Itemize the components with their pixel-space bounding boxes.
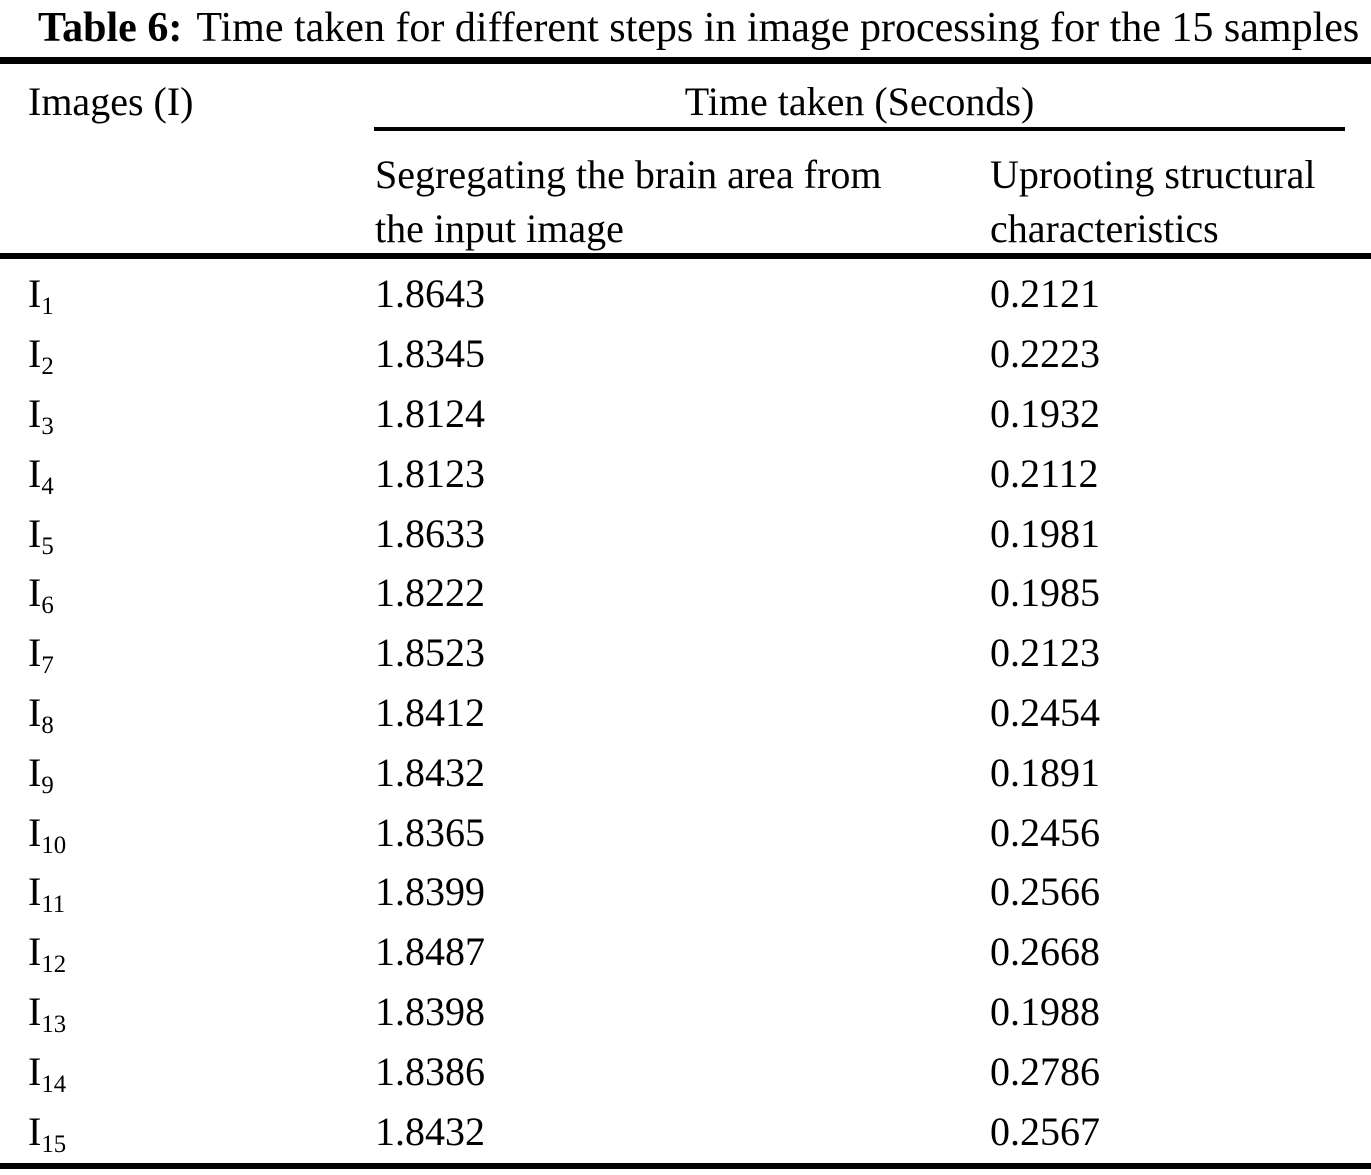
header-body-rule [0, 253, 1371, 259]
image-label: I10 [28, 809, 67, 859]
segregating-time-value: 1.8124 [375, 390, 485, 436]
segregating-time-value: 1.8633 [375, 510, 485, 556]
table-row: I5 1.8633 0.1981 [0, 503, 1371, 563]
table-row: I9 1.8432 0.1891 [0, 742, 1371, 802]
uprooting-time-value: 0.1981 [990, 510, 1100, 556]
image-label: I9 [28, 749, 54, 799]
uprooting-time-value: 0.2566 [990, 869, 1100, 915]
image-label: I14 [28, 1048, 67, 1098]
table-row: I11 1.8399 0.2566 [0, 862, 1371, 922]
table-caption: Table 6: Time taken for different steps i… [38, 2, 1359, 54]
top-rule [0, 57, 1371, 64]
segregating-time-value: 1.8345 [375, 331, 485, 377]
uprooting-time-value: 0.2456 [990, 809, 1100, 855]
uprooting-time-value: 0.2112 [990, 450, 1099, 496]
uprooting-time-value: 0.2668 [990, 929, 1100, 975]
image-label: I13 [28, 988, 67, 1038]
table-row: I2 1.8345 0.2223 [0, 324, 1371, 384]
table-caption-text: Time taken for different steps in image … [196, 5, 1360, 51]
table-row: I12 1.8487 0.2668 [0, 922, 1371, 982]
bottom-rule [0, 1163, 1371, 1169]
image-label: I11 [28, 869, 66, 919]
table-caption-number: Table 6: [38, 5, 183, 51]
image-label: I12 [28, 929, 67, 979]
segregating-time-value: 1.8222 [375, 570, 485, 616]
segregating-time-value: 1.8523 [375, 630, 485, 676]
segregating-time-value: 1.8487 [375, 929, 485, 975]
uprooting-time-value: 0.2223 [990, 331, 1100, 377]
column-header-time-taken: Time taken (Seconds) [684, 79, 1035, 124]
uprooting-time-value: 0.1985 [990, 570, 1100, 616]
segregating-time-value: 1.8432 [375, 1108, 485, 1154]
image-label: I6 [28, 570, 54, 620]
column-header-segregating: Segregating the brain area from the inpu… [375, 152, 882, 251]
uprooting-time-value: 0.2121 [990, 271, 1100, 317]
span-header-rule [374, 127, 1345, 131]
table-row: I1 1.8643 0.2121 [0, 264, 1371, 324]
image-label: I4 [28, 450, 54, 500]
table-row: I8 1.8412 0.2454 [0, 683, 1371, 743]
segregating-time-value: 1.8399 [375, 869, 485, 915]
uprooting-time-value: 0.2567 [990, 1108, 1100, 1154]
segregating-time-value: 1.8412 [375, 689, 485, 735]
image-label: I8 [28, 689, 54, 739]
table-row: I7 1.8523 0.2123 [0, 623, 1371, 683]
uprooting-time-value: 0.2786 [990, 1048, 1100, 1094]
segregating-time-value: 1.8643 [375, 271, 485, 317]
segregating-time-value: 1.8386 [375, 1048, 485, 1094]
table-row: I13 1.8398 0.1988 [0, 982, 1371, 1042]
table-row: I14 1.8386 0.2786 [0, 1041, 1371, 1101]
image-label: I2 [28, 331, 54, 381]
table-row: I3 1.8124 0.1932 [0, 384, 1371, 444]
table-body: I1 1.8643 0.2121 I2 1.8345 0.2223 I3 1.8124 0.19… [0, 264, 1371, 1161]
column-header-images: Images (I) [28, 79, 194, 124]
table-row: I15 1.8432 0.2567 [0, 1101, 1371, 1161]
image-label: I15 [28, 1108, 67, 1158]
image-label: I3 [28, 390, 54, 440]
table-row: I4 1.8123 0.2112 [0, 443, 1371, 503]
column-header-uprooting: Uprooting structural characteristics [990, 152, 1316, 251]
segregating-time-value: 1.8365 [375, 809, 485, 855]
segregating-time-value: 1.8432 [375, 749, 485, 795]
image-label: I5 [28, 510, 54, 560]
table-row: I10 1.8365 0.2456 [0, 802, 1371, 862]
uprooting-time-value: 0.1932 [990, 390, 1100, 436]
image-label: I7 [28, 630, 54, 680]
uprooting-time-value: 0.1891 [990, 749, 1100, 795]
segregating-time-value: 1.8123 [375, 450, 485, 496]
segregating-time-value: 1.8398 [375, 988, 485, 1034]
table-row: I6 1.8222 0.1985 [0, 563, 1371, 623]
image-label: I1 [28, 271, 54, 321]
uprooting-time-value: 0.2454 [990, 689, 1100, 735]
uprooting-time-value: 0.2123 [990, 630, 1100, 676]
uprooting-time-value: 0.1988 [990, 988, 1100, 1034]
